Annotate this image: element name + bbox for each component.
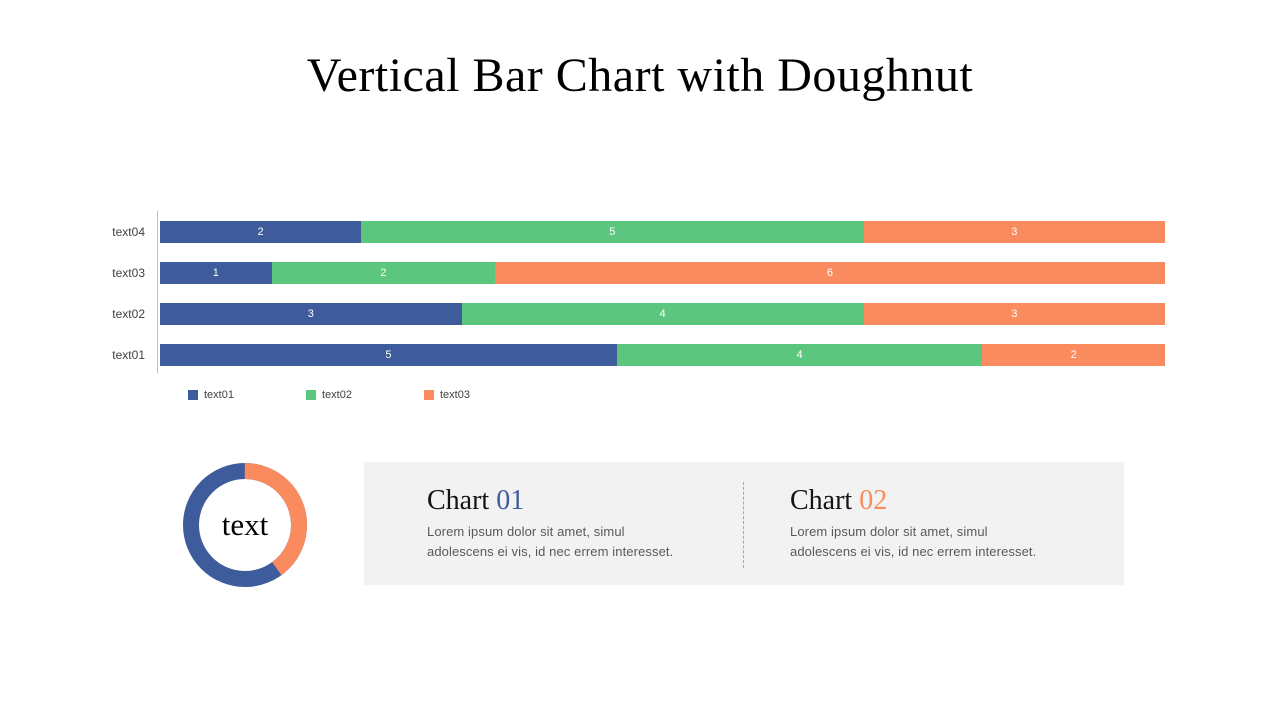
- legend-label: text01: [204, 389, 234, 401]
- bar-row: text04 2 5 3: [95, 221, 1165, 243]
- card-title: Chart 02: [790, 486, 1100, 515]
- card-title-word: Chart: [427, 485, 490, 516]
- card-body: Lorem ipsum dolor sit amet, simul adoles…: [790, 522, 1100, 561]
- legend-item: text03: [424, 389, 542, 401]
- segment-value-label: 5: [385, 349, 392, 361]
- legend-label: text03: [440, 389, 470, 401]
- bar-segment-text01: 2: [160, 221, 361, 243]
- card-chart-01: Chart 01 Lorem ipsum dolor sit amet, simu…: [427, 486, 737, 561]
- card-body-line: Lorem ipsum dolor sit amet, simul: [427, 524, 625, 540]
- segment-value-label: 4: [796, 349, 803, 361]
- segment-value-label: 4: [659, 308, 666, 320]
- bar-row: text03 1 2 6: [95, 262, 1165, 284]
- page-title: Vertical Bar Chart with Doughnut: [306, 49, 974, 102]
- bar-segment-text03: 3: [863, 221, 1165, 243]
- segment-value-label: 2: [1070, 349, 1077, 361]
- card-chart-02: Chart 02 Lorem ipsum dolor sit amet, simu…: [790, 486, 1100, 561]
- chart-legend: text01 text02 text03: [188, 389, 542, 401]
- legend-item: text01: [188, 389, 306, 401]
- stacked-bar: 2 5 3: [160, 221, 1165, 243]
- legend-swatch: [424, 390, 434, 400]
- segment-value-label: 6: [826, 267, 834, 279]
- stacked-bar: 1 2 6: [160, 262, 1165, 284]
- segment-value-label: 3: [1011, 308, 1018, 320]
- doughnut-chart: text: [182, 462, 308, 588]
- segment-value-label: 2: [380, 267, 387, 279]
- bar-segment-text02: 4: [461, 303, 864, 325]
- doughnut-center-label: text: [221, 507, 269, 542]
- legend-swatch: [306, 390, 316, 400]
- bar-segment-text01: 5: [160, 344, 617, 366]
- y-axis-line: [157, 211, 158, 373]
- bar-segment-text02: 5: [361, 221, 864, 243]
- card-body-line: adolescens ei vis, id nec errem interess…: [790, 543, 1037, 559]
- bar-segment-text02: 4: [616, 344, 983, 366]
- bar-row: text01 5 4 2: [95, 344, 1165, 366]
- bar-segment-text01: 3: [160, 303, 462, 325]
- bar-rows: text04 2 5 3 text03 1 2 6 text02 3 4 3 text01 5 4 2: [95, 221, 1165, 366]
- category-label: text01: [112, 348, 145, 362]
- segment-value-label: 3: [307, 308, 314, 320]
- dashed-divider: [743, 482, 744, 568]
- bar-row: text02 3 4 3: [95, 303, 1165, 325]
- stacked-bar: 5 4 2: [160, 344, 1165, 366]
- card-body: Lorem ipsum dolor sit amet, simul adoles…: [427, 522, 737, 561]
- doughnut-slice-orange: [183, 463, 307, 587]
- segment-value-label: 2: [257, 226, 264, 238]
- segment-value-label: 5: [609, 226, 616, 238]
- stacked-bar: 3 4 3: [160, 303, 1165, 325]
- doughnut-svg: [183, 463, 307, 587]
- bar-segment-text03: 3: [863, 303, 1165, 325]
- info-panel: Chart 01 Lorem ipsum dolor sit amet, simu…: [364, 462, 1124, 585]
- legend-label: text02: [322, 389, 352, 401]
- card-number: 01: [496, 485, 525, 516]
- category-label: text03: [112, 266, 145, 280]
- card-number: 02: [859, 485, 888, 516]
- bar-segment-text01: 1: [160, 262, 272, 284]
- card-title-word: Chart: [790, 485, 853, 516]
- legend-swatch: [188, 390, 198, 400]
- bar-segment-text03: 6: [494, 262, 1165, 284]
- bar-segment-text02: 2: [271, 262, 495, 284]
- category-label: text04: [112, 225, 145, 239]
- card-title: Chart 01: [427, 486, 737, 515]
- card-body-line: adolescens ei vis, id nec errem interess…: [427, 543, 674, 559]
- category-label: text02: [112, 307, 145, 321]
- segment-value-label: 1: [212, 267, 219, 279]
- legend-item: text02: [306, 389, 424, 401]
- segment-value-label: 3: [1011, 226, 1018, 238]
- card-body-line: Lorem ipsum dolor sit amet, simul: [790, 524, 988, 540]
- bar-segment-text03: 2: [982, 344, 1165, 366]
